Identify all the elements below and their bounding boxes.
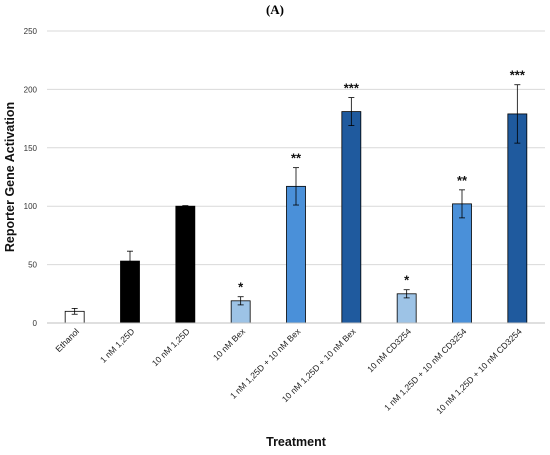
significance-label: * — [238, 280, 244, 295]
error-bar — [71, 307, 78, 315]
bar — [507, 113, 528, 324]
significance-label: *** — [510, 68, 526, 83]
category-label: 10 nM CD3254 — [365, 326, 413, 374]
bar — [341, 111, 362, 324]
bar — [175, 205, 196, 324]
error-bar — [348, 97, 355, 127]
significance-labels: ************ — [238, 68, 526, 295]
category-label: 10 nM Bex — [211, 326, 248, 363]
significance-label: ** — [291, 151, 302, 166]
bar — [452, 203, 472, 324]
y-tick-label: 250 — [24, 27, 38, 36]
category-label: Ethanol — [53, 326, 81, 354]
bars — [64, 111, 528, 324]
y-tick-label: 0 — [33, 319, 38, 328]
category-label: 1 nM 1,25D — [98, 326, 136, 364]
significance-label: ** — [457, 173, 468, 188]
y-tick-labels: 0 50 100 150 200 250 — [24, 27, 38, 328]
error-bar — [459, 189, 465, 219]
error-bar — [237, 296, 244, 306]
error-bars — [71, 84, 521, 315]
error-bar — [514, 84, 521, 144]
y-tick-label: 200 — [24, 85, 38, 94]
bar — [286, 185, 306, 324]
error-bar — [182, 205, 189, 208]
category-label: 10 nM 1,25D — [150, 326, 192, 368]
y-tick-label: 100 — [24, 202, 38, 211]
panel-label: (A) — [266, 2, 284, 17]
error-bar — [403, 289, 410, 299]
x-axis-title: Treatment — [266, 435, 327, 449]
y-axis-title: Reporter Gene Activation — [3, 102, 17, 252]
error-bar — [293, 167, 299, 206]
significance-label: * — [404, 273, 410, 288]
y-tick-label: 150 — [24, 144, 38, 153]
significance-label: *** — [344, 81, 360, 96]
error-bar — [127, 250, 133, 272]
y-tick-label: 50 — [28, 261, 37, 270]
